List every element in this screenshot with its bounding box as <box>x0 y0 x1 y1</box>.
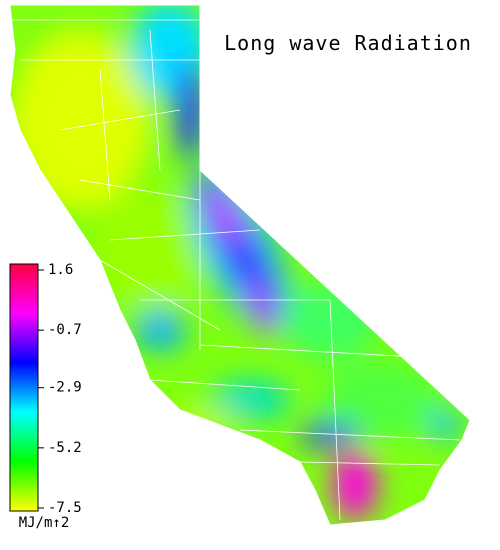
colorbar-tick-label: 1.6 <box>48 262 73 278</box>
colorbar-tick-label: -0.7 <box>48 322 82 338</box>
colorbar-label: MJ/m↑2 <box>19 515 70 531</box>
map-title: Long wave Radiation <box>224 31 472 55</box>
colorbar-tick-label: -2.9 <box>48 380 82 396</box>
county-lines <box>10 19 470 521</box>
colorbar <box>9 263 39 512</box>
colorbar-tick-label: -5.2 <box>48 440 82 456</box>
state-outline <box>9 4 471 526</box>
colorbar-tick-label: -7.5 <box>48 500 82 516</box>
